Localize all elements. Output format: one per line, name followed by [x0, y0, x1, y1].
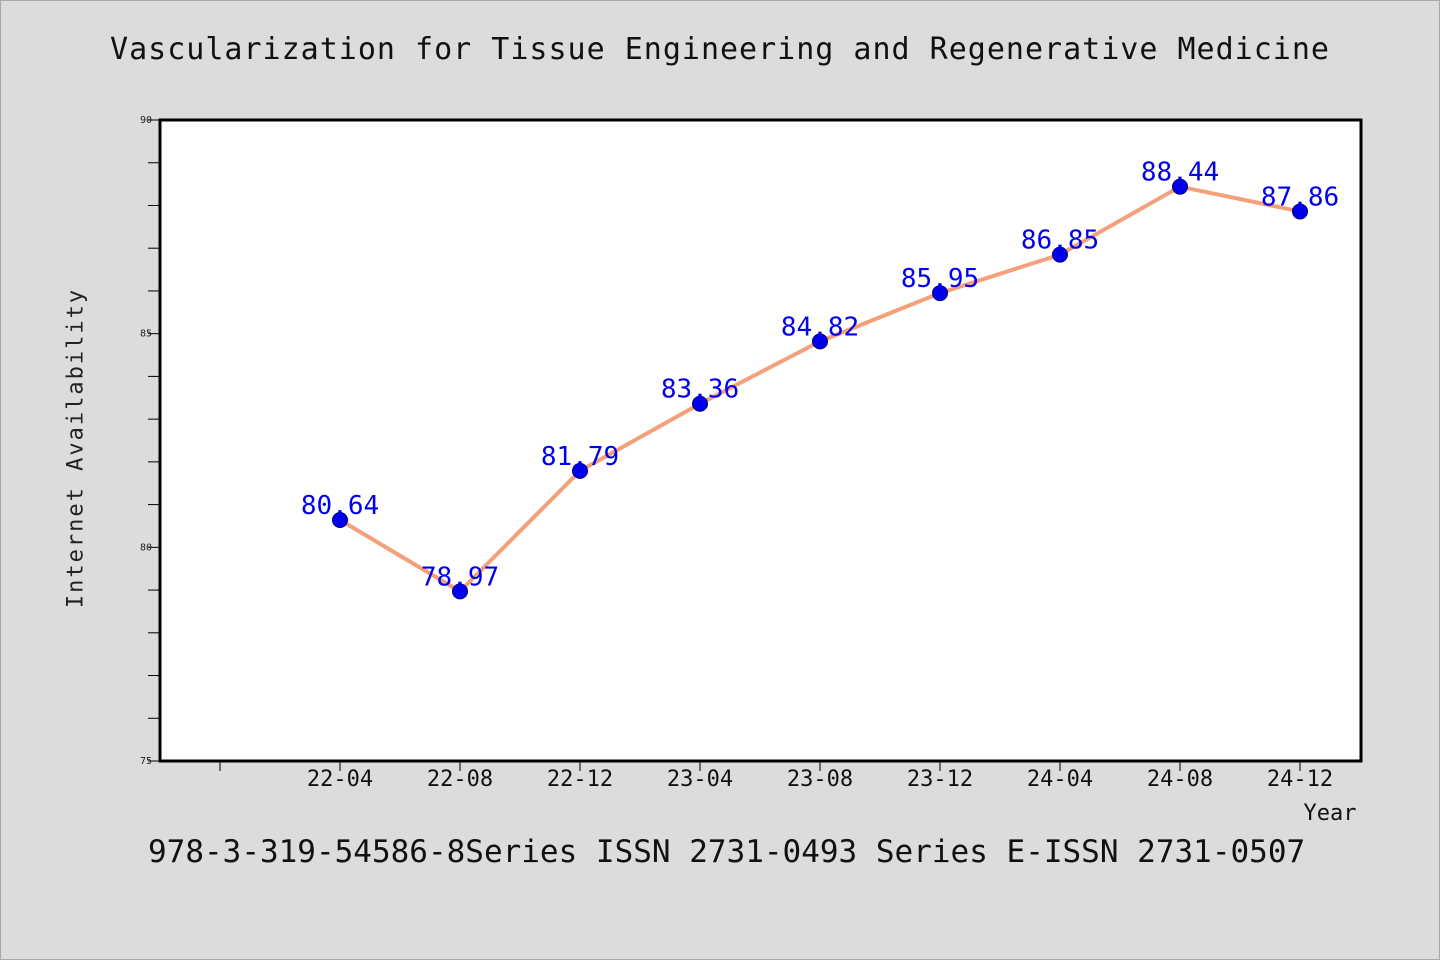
data-label: 81.79: [541, 442, 619, 472]
plot-area: [158, 118, 1363, 763]
data-label: 84.82: [781, 312, 859, 342]
y-tick-label: 85: [140, 329, 152, 340]
y-tick-label: 80: [140, 542, 152, 553]
data-point: [692, 395, 708, 412]
data-point: [1052, 246, 1068, 263]
y-axis: 75 80 85 90: [140, 115, 160, 767]
x-tick-label: 23-08: [787, 767, 853, 792]
data-point: [812, 333, 828, 350]
data-label: 86.85: [1021, 226, 1099, 256]
data-point: [1292, 203, 1308, 220]
data-point: [1172, 178, 1188, 195]
y-tick-label: 75: [140, 756, 152, 767]
data-label: 80.64: [301, 491, 379, 521]
data-label: 85.95: [901, 264, 979, 294]
x-axis: 22-04 22-08 22-12 23-04 23-08 23-12 24-04 24-08…: [219, 761, 1333, 792]
data-label: 83.36: [661, 375, 739, 405]
x-tick-label: 23-12: [907, 767, 973, 792]
data-labels: 80.64 78.97 81.79 83.36 84.82 85.95 86.85 88.44…: [301, 158, 1339, 593]
data-point: [452, 583, 468, 600]
x-tick-label: 22-12: [547, 767, 613, 792]
x-tick-label: 24-04: [1027, 767, 1093, 792]
data-label: 87.86: [1261, 182, 1339, 212]
x-tick-label: 22-04: [307, 767, 373, 792]
x-tick-label: 24-12: [1267, 767, 1333, 792]
data-point: [932, 285, 948, 302]
data-label: 88.44: [1141, 158, 1219, 188]
data-point: [332, 511, 348, 528]
data-point: [572, 462, 588, 479]
x-axis-label: Year: [1304, 801, 1357, 826]
series-markers: [332, 178, 1308, 600]
y-tick-label: 90: [140, 115, 152, 126]
x-tick-label: 24-08: [1147, 767, 1213, 792]
x-tick-label: 22-08: [427, 767, 493, 792]
footer-text: 978-3-319-54586-8Series ISSN 2731-0493 S…: [148, 834, 1306, 870]
data-label: 78.97: [421, 562, 499, 592]
chart-title: Vascularization for Tissue Engineering a…: [110, 32, 1330, 67]
x-tick-label: 23-04: [667, 767, 733, 792]
